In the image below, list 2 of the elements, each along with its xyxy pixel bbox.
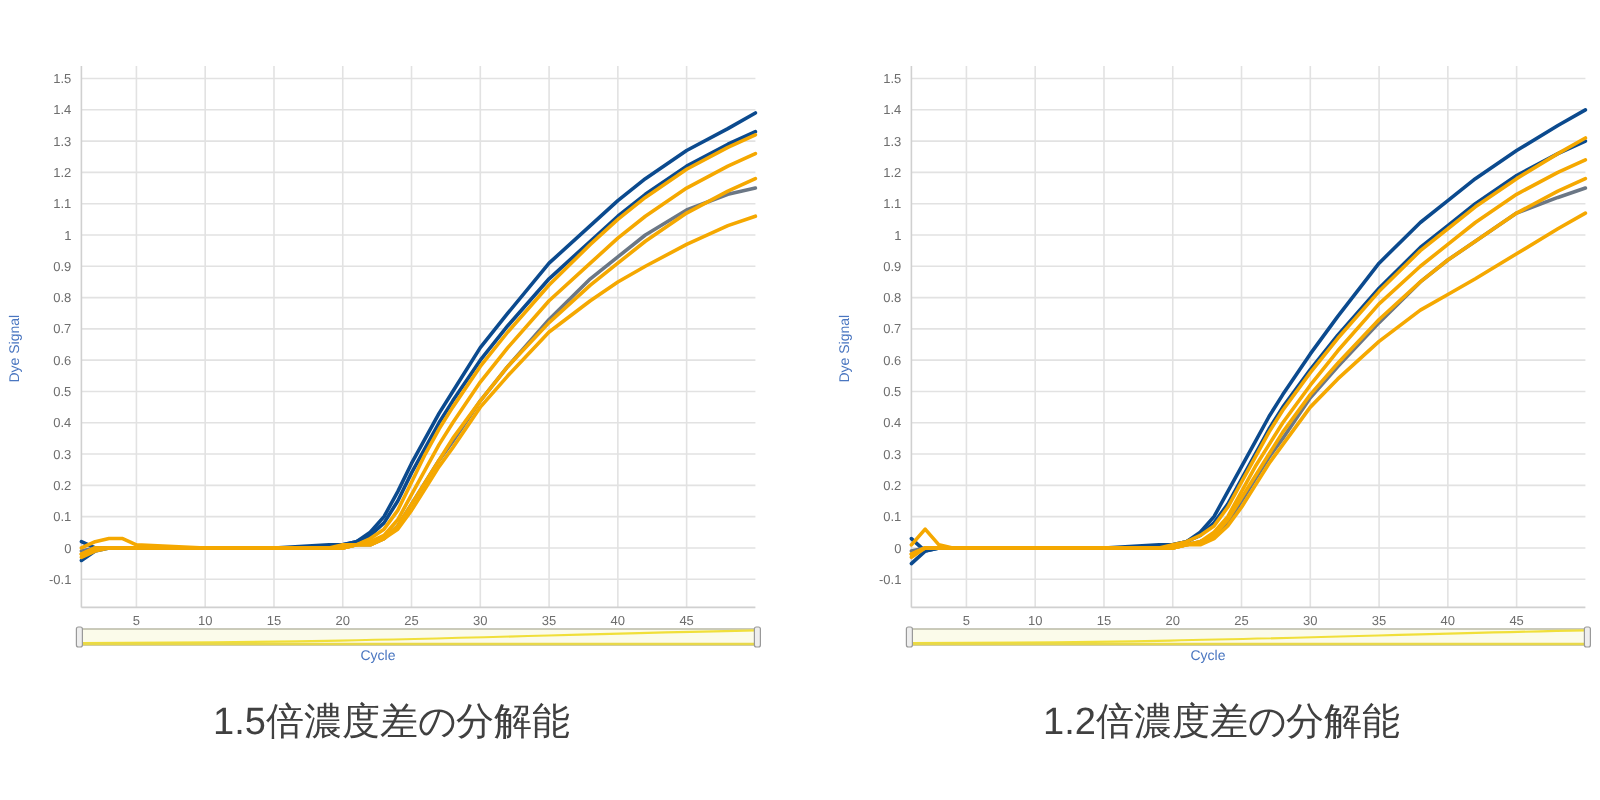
text: 1.2倍濃度差の分解能 (1043, 700, 1400, 744)
text: 1.5倍濃度差の分解能 (213, 700, 570, 744)
